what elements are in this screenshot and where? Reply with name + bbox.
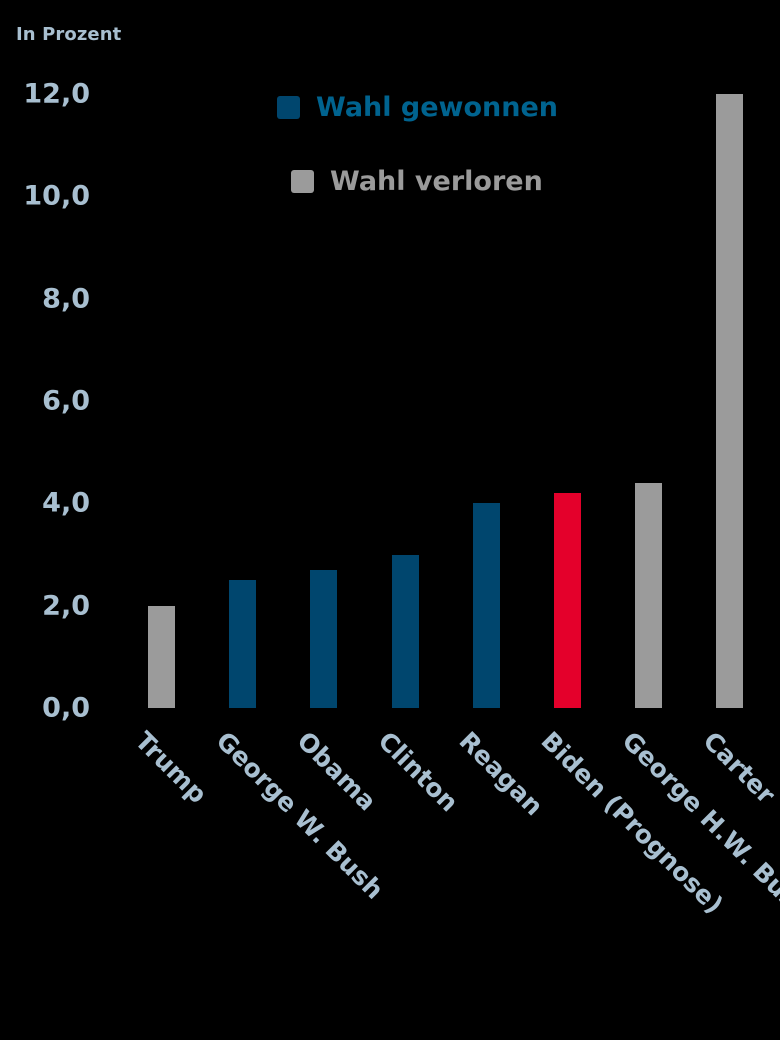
y-axis-tick: 10,0 bbox=[23, 180, 90, 212]
legend-item-lost: Wahl verloren bbox=[291, 166, 543, 197]
legend-label: Wahl gewonnen bbox=[316, 92, 559, 123]
legend-item-won: Wahl gewonnen bbox=[277, 92, 558, 123]
legend-swatch-icon bbox=[277, 96, 300, 119]
y-axis-tick: 12,0 bbox=[23, 78, 90, 110]
x-axis-label: Carter bbox=[697, 726, 780, 810]
bar-obama bbox=[310, 569, 338, 708]
bar-biden-prognose bbox=[554, 493, 581, 708]
bar-george-h-w-bush bbox=[635, 482, 663, 708]
x-axis: Trump George W. Bush Obama Clinton Reagan Bid… bbox=[104, 708, 780, 1040]
bar-reagan bbox=[472, 503, 500, 708]
legend-swatch-icon bbox=[291, 170, 314, 193]
y-axis: 12,0 10,0 8,0 6,0 4,0 2,0 0,0 bbox=[0, 0, 104, 1040]
x-axis-label: Trump bbox=[128, 726, 213, 810]
y-axis-tick: 6,0 bbox=[42, 385, 90, 417]
x-axis-label: Reagan bbox=[453, 726, 549, 822]
bar-george-w-bush bbox=[229, 580, 257, 708]
y-axis-tick: 8,0 bbox=[42, 283, 90, 315]
bar-carter bbox=[716, 94, 744, 708]
y-axis-tick: 2,0 bbox=[42, 590, 90, 622]
legend-label: Wahl verloren bbox=[330, 166, 543, 197]
unit-caption: In Prozent bbox=[16, 24, 122, 45]
y-axis-tick: 0,0 bbox=[42, 692, 90, 724]
x-axis-label: Clinton bbox=[372, 726, 464, 818]
bar-clinton bbox=[391, 554, 419, 708]
bar-trump bbox=[148, 605, 175, 708]
y-axis-tick: 4,0 bbox=[42, 487, 90, 519]
plot-area bbox=[104, 94, 780, 708]
